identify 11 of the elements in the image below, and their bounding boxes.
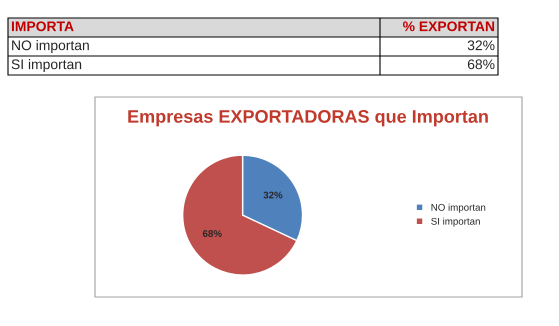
text: IMPORTA (12, 21, 74, 32)
data-label: 32% (263, 192, 282, 199)
legend-label: NO importan (432, 204, 486, 213)
category-label: SI importan (12, 59, 82, 72)
legend-label: SI importan (431, 218, 480, 227)
data-label: 68% (202, 230, 222, 238)
chart-title: Empresas EXPORTADORAS que Importan (128, 110, 488, 126)
text: 32% (468, 40, 495, 50)
text: 68% (468, 59, 495, 70)
text: % EXPORTAN (402, 21, 494, 32)
category-label: NO importan (12, 40, 89, 53)
